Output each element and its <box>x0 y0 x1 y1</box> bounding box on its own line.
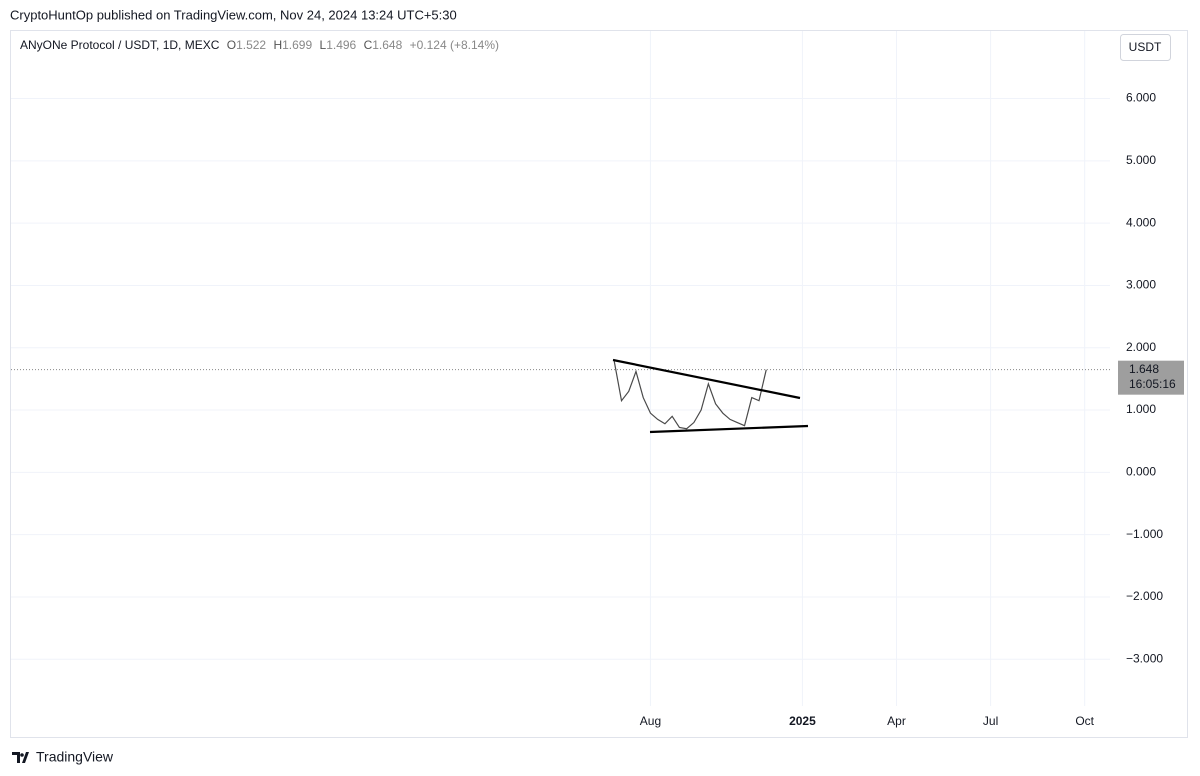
x-tick-label: 2025 <box>789 714 816 728</box>
change: +0.124 (+8.14%) <box>410 38 499 52</box>
symbol: ANyONe Protocol / USDT, 1D, MEXC <box>20 38 220 52</box>
y-tick-label: −1.000 <box>1126 527 1163 541</box>
trendline <box>612 358 801 400</box>
ohlc-label: L <box>320 38 327 52</box>
x-tick-label: Jul <box>983 714 998 728</box>
ohlc-label: H <box>273 38 282 52</box>
ohlc-value: 1.522 <box>236 38 266 52</box>
grid <box>11 31 1110 706</box>
brand-name: TradingView <box>36 749 114 765</box>
x-tick-label: Aug <box>640 714 661 728</box>
trendline <box>649 424 809 434</box>
y-tick-label: 5.000 <box>1126 153 1156 167</box>
x-tick-label: Oct <box>1075 714 1094 728</box>
currency-button[interactable] <box>1120 34 1171 61</box>
last-price-label: 1.648 <box>1129 362 1159 376</box>
currency-label[interactable]: USDT <box>1129 40 1162 54</box>
price-line <box>613 361 767 430</box>
y-tick-label: 4.000 <box>1126 215 1156 229</box>
x-tick-label: Apr <box>887 714 906 728</box>
published-line: CryptoHuntOp published on TradingView.co… <box>10 7 457 22</box>
y-tick-label: 3.000 <box>1126 278 1156 292</box>
ohlc-value: 1.699 <box>282 38 312 52</box>
chart-frame <box>10 30 1188 738</box>
ohlc-value: 1.648 <box>372 38 402 52</box>
ohlc-label: C <box>364 38 373 52</box>
y-tick-label: −3.000 <box>1126 651 1163 665</box>
y-tick-label: 2.000 <box>1126 340 1156 354</box>
ohlc-label: O <box>227 38 236 52</box>
plot <box>11 361 1110 430</box>
y-tick-label: −2.000 <box>1126 589 1163 603</box>
legend-header: ANyONe Protocol / USDT, 1D, MEXC O1.522 … <box>20 38 499 52</box>
countdown-label: 16:05:16 <box>1129 377 1176 391</box>
ohlc-value: 1.496 <box>326 38 356 52</box>
last-price-box <box>1118 360 1184 395</box>
y-tick-label: 6.000 <box>1126 91 1156 105</box>
y-tick-label: 0.000 <box>1126 465 1156 479</box>
y-tick-label: 1.000 <box>1126 402 1156 416</box>
brand-logo <box>12 752 29 763</box>
